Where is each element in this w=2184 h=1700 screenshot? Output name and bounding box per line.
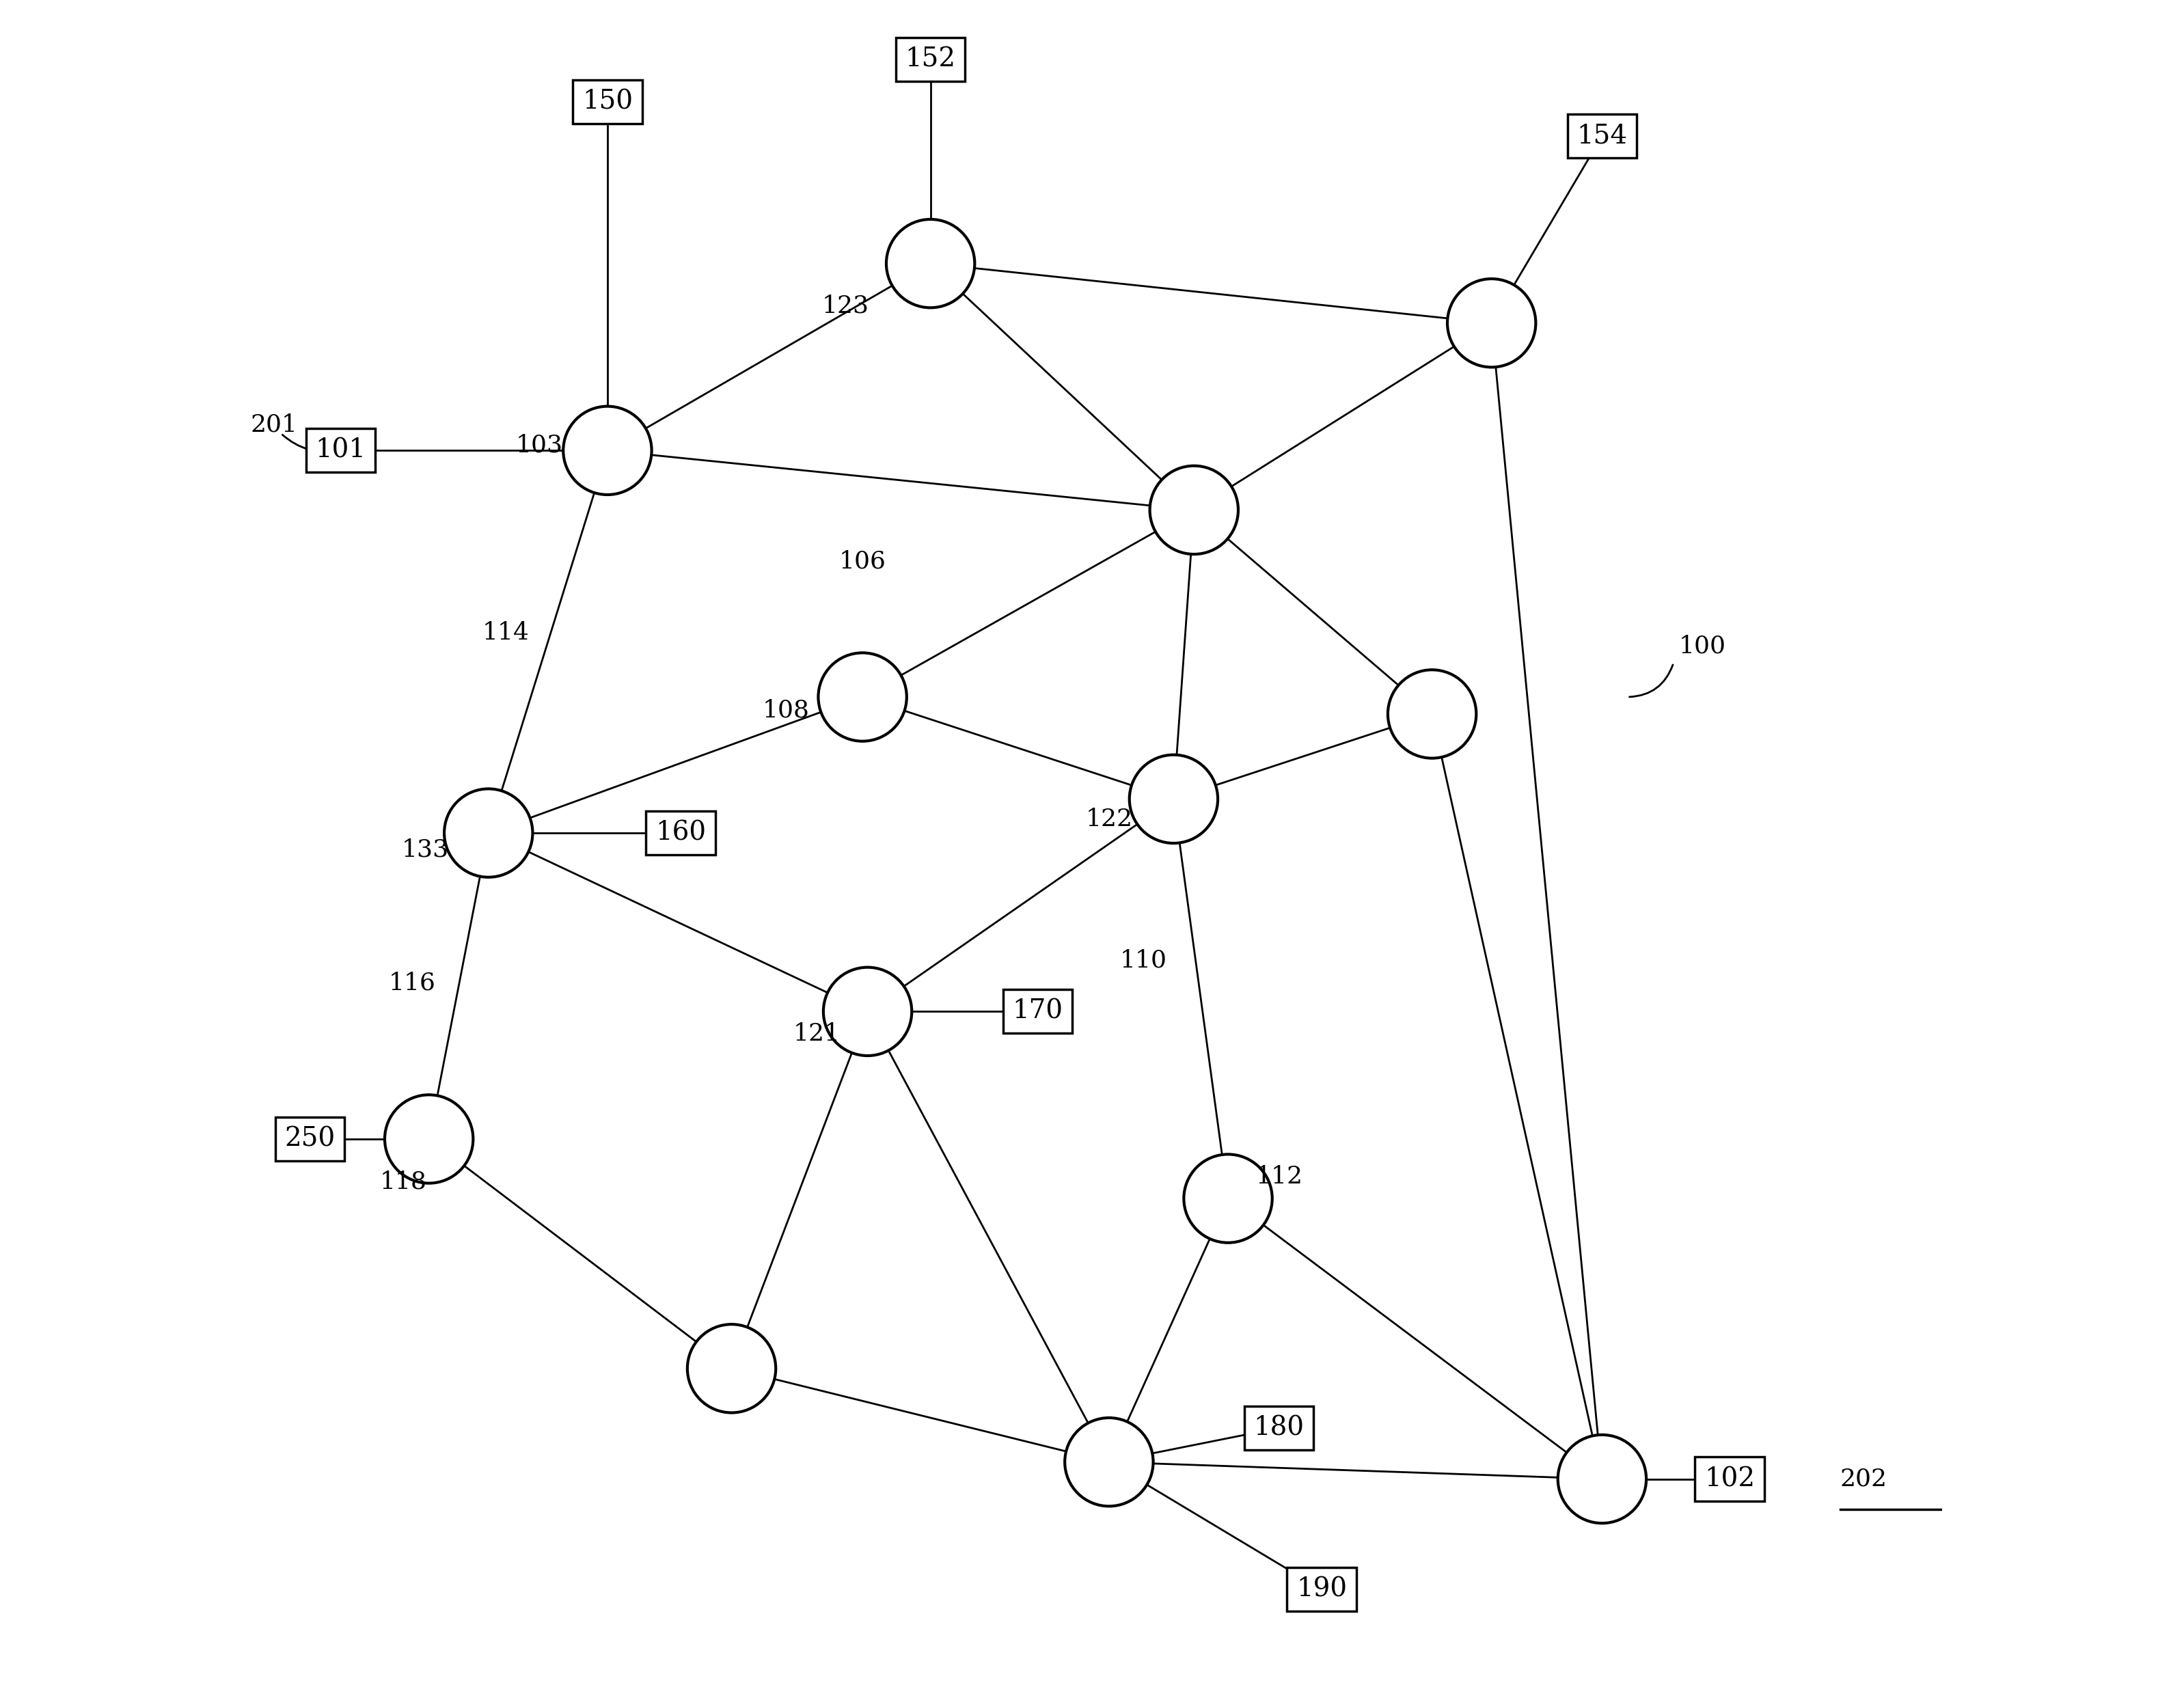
Text: 123: 123 xyxy=(821,294,869,318)
Circle shape xyxy=(1448,279,1535,367)
Text: 180: 180 xyxy=(1254,1416,1304,1440)
Text: 114: 114 xyxy=(483,620,529,644)
Circle shape xyxy=(887,219,974,308)
Text: 102: 102 xyxy=(1704,1467,1756,1491)
Circle shape xyxy=(384,1095,474,1183)
Text: 201: 201 xyxy=(251,413,297,437)
Circle shape xyxy=(823,967,911,1056)
Text: 100: 100 xyxy=(1679,634,1725,658)
Text: 160: 160 xyxy=(655,821,705,845)
Text: 108: 108 xyxy=(762,699,810,722)
Text: 116: 116 xyxy=(389,971,435,994)
Text: 190: 190 xyxy=(1295,1578,1348,1601)
Text: 118: 118 xyxy=(380,1170,428,1193)
Text: 152: 152 xyxy=(904,48,957,71)
Circle shape xyxy=(1149,466,1238,554)
Text: 103: 103 xyxy=(515,434,563,457)
Text: 250: 250 xyxy=(284,1127,336,1151)
Circle shape xyxy=(563,406,651,495)
Circle shape xyxy=(688,1324,775,1413)
Text: 202: 202 xyxy=(1841,1467,1887,1491)
Circle shape xyxy=(1184,1154,1273,1243)
Circle shape xyxy=(1557,1435,1647,1523)
Text: 150: 150 xyxy=(583,90,633,114)
Circle shape xyxy=(1129,755,1219,843)
Text: 112: 112 xyxy=(1256,1164,1302,1188)
Text: 154: 154 xyxy=(1577,124,1627,148)
Text: 170: 170 xyxy=(1011,1000,1064,1023)
Text: 101: 101 xyxy=(314,439,365,462)
Circle shape xyxy=(1387,670,1476,758)
Text: 133: 133 xyxy=(402,838,450,862)
Text: 110: 110 xyxy=(1120,949,1166,972)
Text: 122: 122 xyxy=(1085,807,1133,831)
Text: 121: 121 xyxy=(793,1022,841,1046)
Text: 106: 106 xyxy=(839,549,887,573)
Circle shape xyxy=(1066,1418,1153,1506)
Circle shape xyxy=(819,653,906,741)
Circle shape xyxy=(443,789,533,877)
